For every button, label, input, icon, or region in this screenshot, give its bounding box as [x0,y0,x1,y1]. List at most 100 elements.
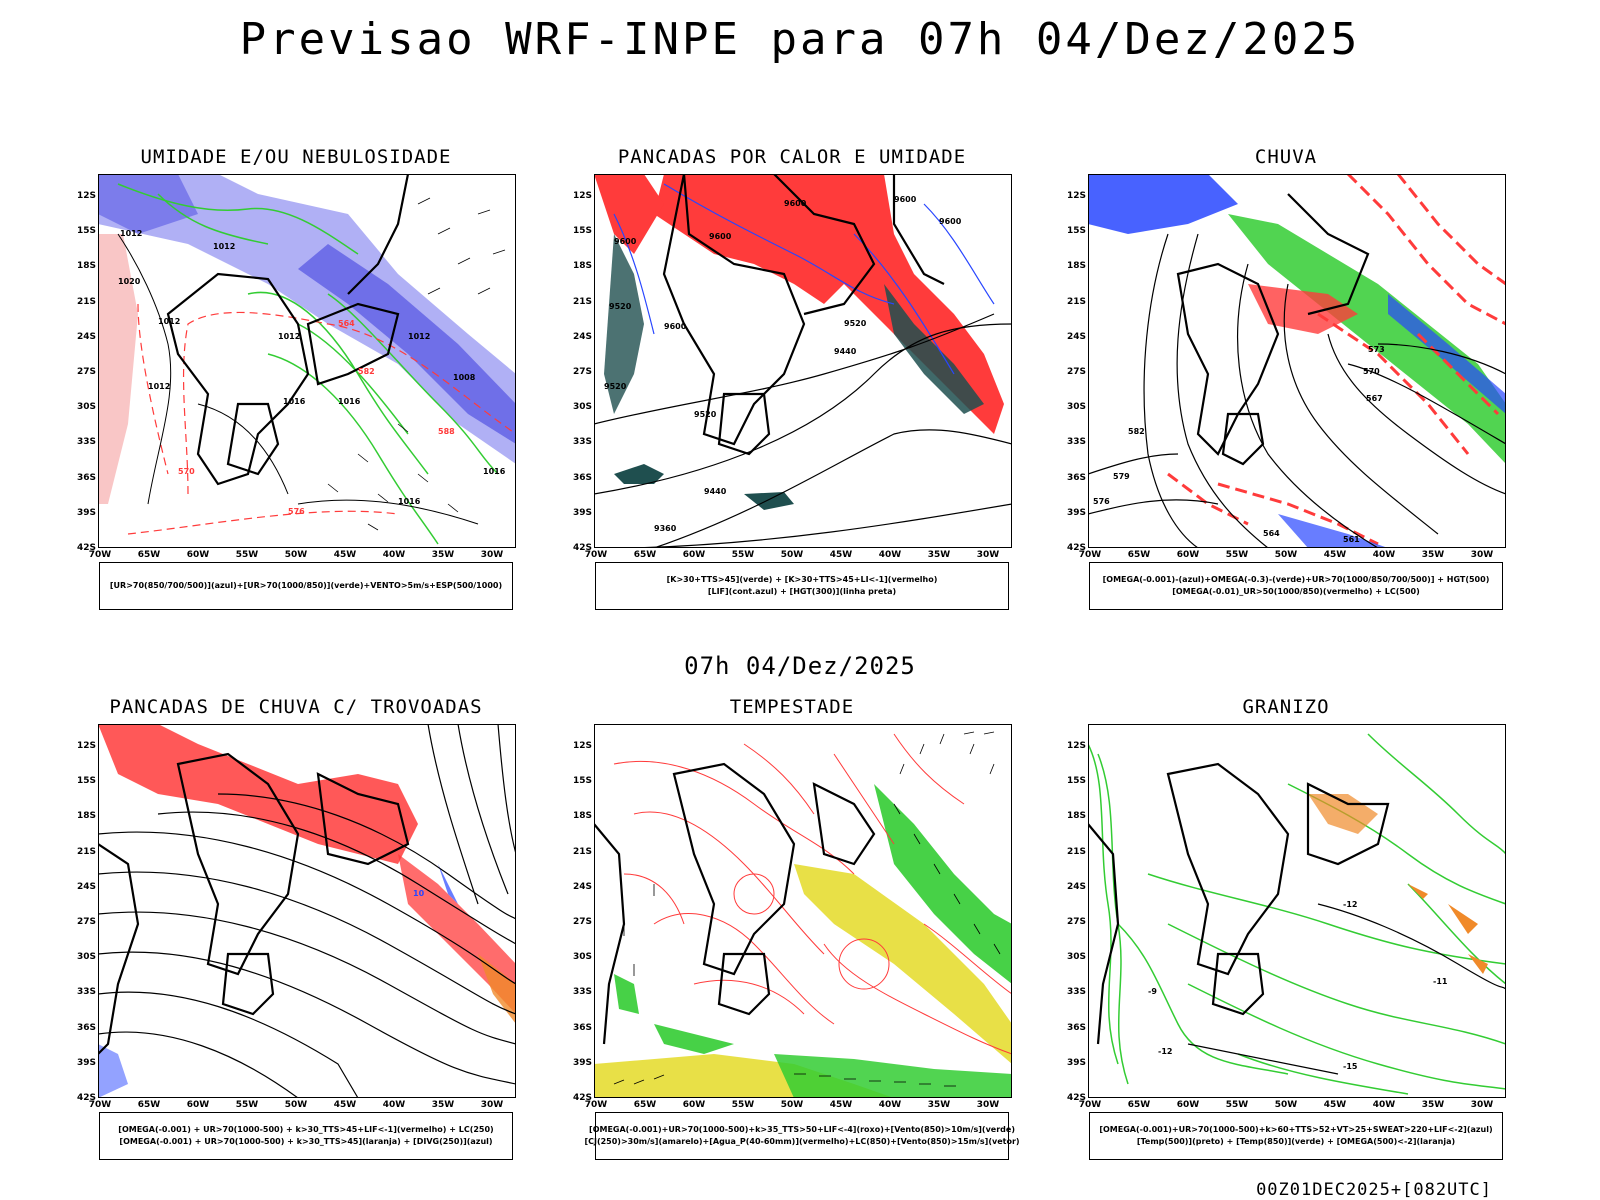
lon-tick-label: 40W [1372,1100,1396,1110]
lon-tick-label: 30W [976,1100,1000,1110]
contour-label: 564 [1263,529,1280,538]
lon-tick-label: 55W [235,550,259,560]
lat-tick-label: 18S [1066,811,1086,822]
lat-tick-label: 21S [76,846,96,857]
contour-label: 9600 [664,322,687,331]
contour-label: 9520 [604,382,627,391]
lat-tick-label: 15S [1066,776,1086,787]
lon-axis: 70W 65W 60W 55W 50W 45W 40W 35W 30W [1079,1100,1506,1112]
contour-label: 582 [358,367,375,376]
contour-label: 1016 [338,397,361,406]
contour-label: 1012 [213,242,235,251]
lat-tick-label: 39S [1066,1057,1086,1068]
lon-tick-label: 50W [1274,550,1298,560]
lat-tick-label: 15S [572,226,592,237]
lat-tick-label: 36S [572,472,592,483]
lat-tick-label: 18S [572,811,592,822]
lat-tick-label: 42S [76,543,96,553]
map-umidade: 12S 15S 18S 21S 24S 27S 30S 33S 36S 39S 42S [77,174,516,560]
legend-line: [OMEGA(-0.001) + UR>70(1000-500) + k>30_… [118,1125,494,1134]
lon-tick-label: 65W [1127,1100,1151,1110]
lat-tick-label: 33S [76,987,96,998]
lat-tick-label: 27S [76,367,96,377]
contour-label: 9440 [704,487,727,496]
lat-tick-label: 33S [1066,437,1086,448]
lon-tick-label: 30W [1470,1100,1494,1110]
lat-tick-label: 42S [1066,543,1086,553]
lon-tick-label: 60W [1176,1100,1200,1110]
lon-tick-label: 60W [186,550,210,560]
lat-tick-label: 24S [76,331,96,342]
contour-label: 567 [1366,394,1383,403]
contour-label: 9600 [614,237,637,246]
lon-axis: 70W 65W 60W 55W 50W 45W 40W 35W 30W [1079,550,1506,562]
lat-tick-label: 15S [572,776,592,787]
lat-tick-label: 27S [572,917,592,927]
contour-label: 1012 [148,382,170,391]
lon-tick-label: 35W [431,1100,455,1110]
contour-label: 1008 [453,373,476,382]
lat-tick-label: 27S [76,917,96,927]
lon-tick-label: 30W [1470,550,1494,560]
lat-tick-label: 18S [572,261,592,272]
lat-tick-label: 36S [1066,472,1086,483]
legend-line: [OMEGA(-0.001)+UR>70(1000-500)+k>60+TTS>… [1099,1125,1493,1134]
lon-tick-label: 60W [186,1100,210,1110]
contour-label: 9600 [784,199,807,208]
legend: [OMEGA(-0.001)-(azul)+OMEGA(-0.3)-(verde… [1089,562,1503,610]
map-canvas: -12 -12 -15 -11 -9 [1088,724,1506,1098]
legend: [OMEGA(-0.001)+UR>70(1000-500)+k>35_TTS>… [584,1112,1020,1160]
lon-tick-label: 60W [682,550,706,560]
lon-tick-label: 45W [1323,1100,1347,1110]
legend-line: [K>30+TTS>45](verde) + [K>30+TTS>45+LI<-… [666,575,938,584]
contour-label: 9360 [654,524,677,533]
contour-label: 1012 [120,229,142,238]
lat-tick-label: 39S [572,507,592,518]
lon-tick-label: 60W [682,1100,706,1110]
lon-tick-label: 40W [382,1100,406,1110]
lat-tick-label: 15S [1066,226,1086,237]
lon-tick-label: 70W [88,1100,112,1110]
map-canvas: 9600 9600 9600 9600 9600 9600 9520 9520 … [594,174,1012,548]
lon-tick-label: 45W [829,550,853,560]
contour-label: 582 [1128,427,1145,436]
contour-label: -12 [1158,1047,1172,1056]
panel-pancadas-calor: PANCADAS POR CALOR E UMIDADE 12S 15S 18S 21… [572,146,1012,626]
legend-line: [UR>70(850/700/500)](azul)+[UR>70(1000/8… [109,581,503,590]
lon-tick-label: 45W [1323,550,1347,560]
lon-tick-label: 40W [878,1100,902,1110]
lon-tick-label: 35W [1421,550,1445,560]
lon-tick-label: 70W [88,550,112,560]
contour-label: -15 [1343,1062,1358,1071]
lat-tick-label: 36S [572,1022,592,1033]
lat-tick-label: 30S [572,402,592,413]
lat-tick-label: 36S [1066,1022,1086,1033]
lon-tick-label: 50W [780,550,804,560]
lon-tick-label: 55W [731,1100,755,1110]
lat-tick-label: 33S [572,437,592,448]
lat-tick-label: 24S [572,881,592,892]
panel-title: TEMPESTADE [729,696,855,718]
panel-title: UMIDADE E/OU NEBULOSIDADE [140,146,452,168]
panel-title: PANCADAS POR CALOR E UMIDADE [617,146,967,168]
lon-tick-label: 65W [1127,550,1151,560]
lon-tick-label: 55W [235,1100,259,1110]
lon-axis: 70W 65W 60W 55W 50W 45W 40W 35W 30W [585,550,1012,562]
contour-label: -9 [1148,987,1157,996]
lat-tick-label: 21S [1066,846,1086,857]
lat-tick-label: 21S [572,296,592,307]
contour-label: 1020 [118,277,141,286]
lon-tick-label: 35W [927,550,951,560]
lon-tick-label: 50W [1274,1100,1298,1110]
lon-tick-label: 35W [431,550,455,560]
mid-title: 07h 04/Dez/2025 [684,652,916,680]
lon-axis: 70W 65W 60W 55W 50W 45W 40W 35W 30W [89,1100,516,1112]
lat-axis: 12S 15S 18S 21S 24S 27S 30S 33S 36S 39S 42S [1066,174,1086,553]
contour-label: 1016 [283,397,306,406]
lat-tick-label: 27S [1066,917,1086,927]
lat-tick-label: 33S [1066,987,1086,998]
lat-axis: 12S 15S 18S 21S 24S 27S 30S 33S 36S 39S 42S [76,174,96,553]
lon-axis: 70W 65W 60W 55W 50W 45W 40W 35W 30W [89,550,516,562]
lon-tick-label: 45W [829,1100,853,1110]
contour-label: 10 [413,889,425,898]
